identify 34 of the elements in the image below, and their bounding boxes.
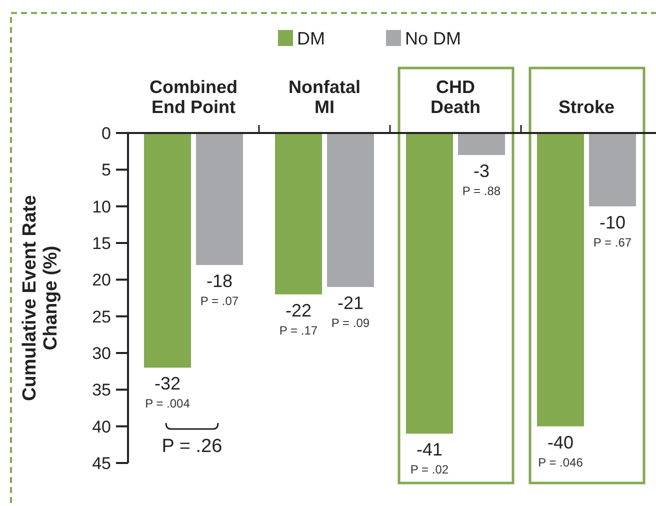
y-tick-label: 35 [92,380,111,400]
y-tick-label: 15 [92,234,111,253]
annotation: P = .046 [538,455,584,470]
y-tick-label: 10 [92,197,111,216]
data-label: -18 [206,271,233,291]
annotation: P = .88 [462,184,501,198]
annotation: P = .07 [200,294,239,308]
x-tick-label: CHD Death [430,77,481,117]
annotation: P = .02 [410,462,449,477]
y-tick-label: 20 [92,270,111,290]
data-label: -41 [416,440,443,460]
y-tick-label: 25 [92,307,111,326]
data-label: -40 [547,432,574,452]
y-tick-label: 40 [92,417,111,436]
data-label: -21 [337,293,364,313]
annotation: P = .17 [279,323,318,338]
data-label: -3 [473,161,490,181]
y-axis-title: Cumulative Event Rate Change (%) [20,195,62,401]
annotation: P = .09 [331,316,370,330]
annotation: P = .67 [593,235,632,250]
data-label: -32 [154,374,181,394]
y-tick-label: 30 [92,344,111,363]
data-label: -10 [599,212,626,232]
legend-label: DM [297,28,325,48]
y-tick-label: 0 [102,124,111,143]
annotation: P = .004 [145,396,190,411]
y-tick-label: 45 [92,454,111,473]
legend-label: No DM [405,28,462,48]
y-tick-label: 5 [102,160,111,180]
x-tick-label: Stroke [558,97,615,117]
annotation: P = .26 [162,436,222,457]
x-tick-label: Nonfatal MI [288,77,360,117]
data-label: -22 [285,300,312,320]
x-tick-label: Combined End Point [150,77,238,117]
